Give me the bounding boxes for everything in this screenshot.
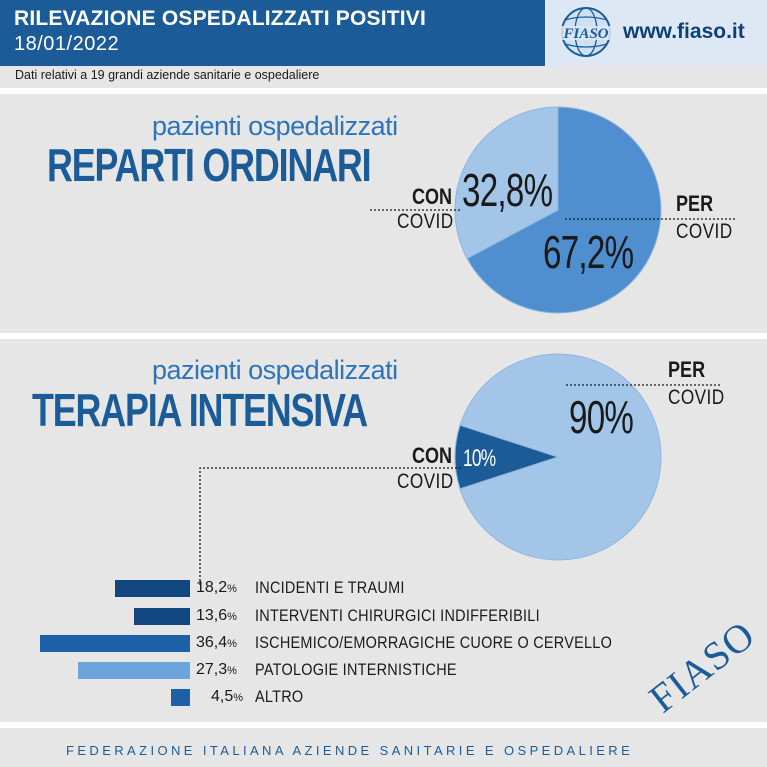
- bar-value: 36,4%: [196, 634, 237, 651]
- bar-ischemico: [40, 635, 190, 652]
- ordinari-per-value: 67,2%: [543, 226, 634, 278]
- bar-label: ALTRO: [255, 687, 304, 706]
- bar-patologie: [77, 662, 190, 679]
- bar-value: 18,2%: [196, 579, 237, 596]
- ordinari-per-sublabel: COVID: [676, 220, 733, 243]
- bar-row: 36,4% ISCHEMICO/EMORRAGICHE CUORE O CERV…: [0, 633, 767, 653]
- intensiva-con-label: CON: [412, 443, 453, 468]
- footer-federation: FEDERAZIONE ITALIANA AZIENDE SANITARIE E…: [66, 743, 634, 758]
- divider-bottom: [0, 722, 767, 728]
- bar-label: INTERVENTI CHIRURGICI INDIFFERIBILI: [255, 606, 540, 625]
- ordinari-con-sublabel: COVID: [397, 210, 454, 233]
- logo-wordmark: FIASO: [562, 26, 608, 42]
- divider-middle: [0, 333, 767, 339]
- intensiva-small-title: pazienti ospedalizzati: [152, 355, 398, 385]
- bar-label: INCIDENTI E TRAUMI: [255, 578, 405, 597]
- bar-row: 18,2% INCIDENTI E TRAUMI: [0, 578, 767, 598]
- intensiva-per-sublabel: COVID: [668, 386, 725, 409]
- header-title: RILEVAZIONE OSPEDALIZZATI POSITIVI: [14, 7, 427, 30]
- fiaso-globe-logo: FIASO: [555, 7, 617, 57]
- bar-value: 27,3%: [196, 661, 237, 678]
- causes-bar-chart: 18,2% INCIDENTI E TRAUMI 13,6% INTERVENT…: [0, 570, 767, 720]
- bar-value: 13,6%: [196, 607, 237, 624]
- ordinari-per-label: PER: [676, 191, 714, 216]
- bar-row: 4,5% ALTRO: [0, 687, 767, 707]
- divider-top: [0, 88, 767, 94]
- bar-row: 13,6% INTERVENTI CHIRURGICI INDIFFERIBIL…: [0, 606, 767, 626]
- ordinari-con-value: 32,8%: [462, 164, 553, 216]
- ordinari-big-title: REPARTI ORDINARI: [47, 139, 372, 191]
- ordinari-small-title: pazienti ospedalizzati: [152, 111, 398, 141]
- website-link[interactable]: www.fiaso.it: [623, 20, 745, 43]
- intensiva-per-label: PER: [668, 357, 706, 382]
- intensiva-con-sublabel: COVID: [397, 470, 454, 493]
- intensiva-con-value: 10%: [463, 445, 496, 472]
- ordinari-con-label: CON: [412, 184, 453, 209]
- bar-label: ISCHEMICO/EMORRAGICHE CUORE O CERVELLO: [255, 633, 613, 652]
- bar-interventi: [133, 608, 190, 625]
- bar-row: 27,3% PATOLOGIE INTERNISTICHE: [0, 660, 767, 680]
- data-subtitle: Dati relativi a 19 grandi aziende sanita…: [15, 68, 320, 82]
- bar-altro: [171, 689, 190, 706]
- bar-label: PATOLOGIE INTERNISTICHE: [255, 660, 457, 679]
- header-date: 18/01/2022: [14, 33, 120, 55]
- bar-incidenti: [115, 580, 190, 597]
- logo-box: FIASO www.fiaso.it: [545, 0, 767, 66]
- intensiva-per-value: 90%: [569, 391, 634, 443]
- bar-value: 4,5%: [211, 688, 244, 705]
- intensiva-big-title: TERAPIA INTENSIVA: [32, 384, 368, 436]
